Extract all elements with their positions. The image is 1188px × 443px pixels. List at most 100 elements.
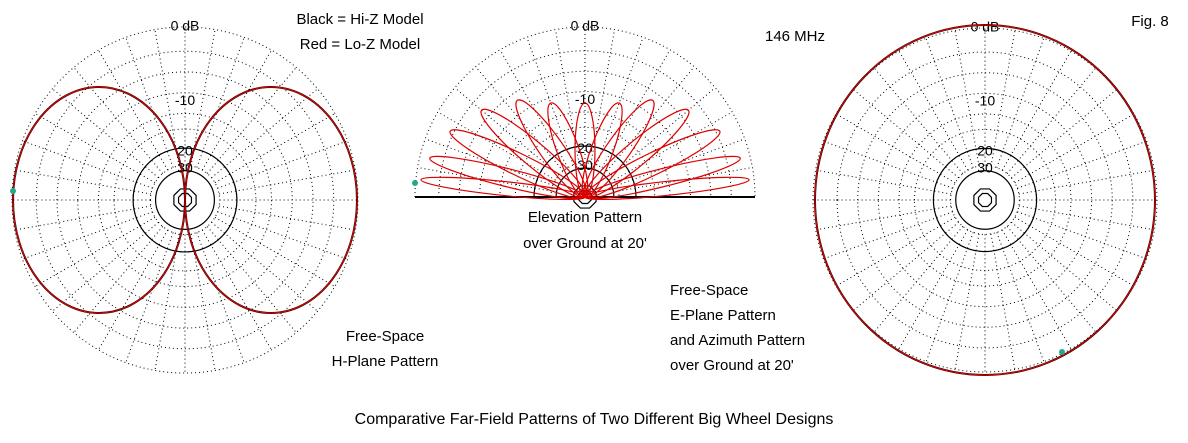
grid-spoke: [454, 87, 560, 176]
pattern-lo-z: [184, 86, 358, 314]
pattern-hi-z: [12, 86, 186, 314]
grid-spoke: [1006, 226, 1096, 333]
grid-spoke: [590, 29, 616, 164]
grid-spoke: [73, 226, 164, 333]
caption: E-Plane Pattern: [670, 307, 776, 324]
polar-grid: [11, 26, 359, 374]
grid-spoke: [954, 30, 980, 167]
grid-spoke: [614, 111, 733, 181]
grid-spoke: [1006, 67, 1096, 174]
grid-spoke: [1001, 229, 1072, 350]
caption: over Ground at 20': [670, 357, 794, 374]
grid-spoke: [823, 140, 953, 189]
grid-spoke: [437, 111, 556, 181]
caption: H-Plane Pattern: [332, 353, 439, 370]
ring-label: 0 dB: [971, 19, 1000, 35]
pattern-lobe: [574, 102, 596, 198]
pattern-hi-z: [184, 86, 358, 314]
grid-spoke: [996, 38, 1045, 168]
marker: [412, 180, 418, 186]
grid-spoke: [22, 211, 153, 260]
footer: Comparative Far-Field Patterns of Two Di…: [355, 411, 834, 428]
grid-spoke: [954, 233, 980, 370]
figure-label: Fig. 8: [1131, 13, 1169, 30]
grid-spoke: [34, 113, 156, 184]
grid-spoke: [1018, 169, 1155, 195]
ring-label: 20: [577, 140, 593, 156]
grid-spoke: [218, 169, 356, 195]
grid-spoke: [1018, 205, 1155, 231]
grid-spoke: [554, 29, 580, 164]
grid-spoke: [1001, 50, 1072, 171]
grid-spoke: [14, 205, 152, 231]
grid-spoke: [610, 87, 716, 176]
grid-ring-solid: [154, 170, 216, 230]
caption: Elevation Pattern: [528, 209, 642, 226]
ring-label: 30: [577, 157, 593, 173]
grid-ring-solid: [955, 170, 1015, 230]
grid-spoke: [815, 169, 952, 195]
grid-spoke: [852, 89, 959, 179]
grid-ring-solid: [533, 145, 637, 198]
polar-grid: [414, 26, 756, 209]
caption: Free-Space: [670, 282, 748, 299]
grid-spoke: [217, 140, 348, 189]
grid-spoke: [73, 67, 164, 174]
grid-ring: [950, 165, 1020, 235]
ring-label: 0 dB: [571, 18, 600, 34]
grid-spoke: [874, 67, 964, 174]
grid-spoke: [1017, 211, 1147, 260]
grid-spoke: [34, 216, 156, 287]
grid-spoke: [815, 205, 952, 231]
grid-ring: [35, 50, 335, 350]
grid-spoke: [218, 205, 356, 231]
grid-spoke: [874, 226, 964, 333]
center-octagon: [173, 188, 197, 212]
grid-spoke: [217, 211, 348, 260]
grid-spoke: [1017, 140, 1147, 189]
ring-label: -10: [975, 93, 995, 109]
grid-spoke: [835, 113, 956, 184]
grid-ring-solid: [132, 147, 238, 253]
grid-spoke: [1014, 113, 1135, 184]
grid-spoke: [823, 211, 953, 260]
pattern-lobe: [584, 129, 721, 200]
polar-grid: [812, 27, 1158, 373]
grid-spoke: [201, 229, 272, 351]
grid-ring: [877, 92, 1093, 308]
marker: [10, 188, 16, 194]
marker: [1059, 349, 1065, 355]
grid-ring: [898, 113, 1072, 287]
grid-spoke: [201, 49, 272, 171]
grid-spoke: [596, 37, 644, 166]
pattern-lobe: [449, 129, 586, 200]
grid-spoke: [835, 216, 956, 287]
grid-spoke: [22, 140, 153, 189]
center-octagon: [973, 188, 997, 212]
grid-spoke: [1011, 89, 1118, 179]
grid-spoke: [206, 67, 297, 174]
ring-label: 20: [977, 143, 993, 159]
grid-spoke: [125, 37, 174, 168]
grid-spoke: [898, 50, 969, 171]
grid-spoke: [925, 38, 974, 168]
grid-ring: [836, 51, 1134, 349]
grid-spoke: [990, 30, 1016, 167]
grid-ring: [550, 162, 620, 198]
caption: Free-Space: [346, 328, 424, 345]
grid-spoke: [990, 233, 1016, 370]
grid-spoke: [526, 37, 574, 166]
ring-label: 0 dB: [171, 18, 200, 34]
grid-spoke: [196, 232, 245, 363]
caption: over Ground at 20': [523, 235, 647, 252]
frequency: 146 MHz: [765, 28, 825, 45]
grid-spoke: [1014, 216, 1135, 287]
ring-label: -10: [575, 91, 595, 107]
grid-ring: [857, 72, 1113, 328]
grid-spoke: [14, 169, 152, 195]
legend-red: Red = Lo-Z Model: [300, 36, 420, 53]
caption: and Azimuth Pattern: [670, 332, 805, 349]
ring-label: 30: [977, 160, 993, 176]
legend-black: Black = Hi-Z Model: [296, 11, 423, 28]
